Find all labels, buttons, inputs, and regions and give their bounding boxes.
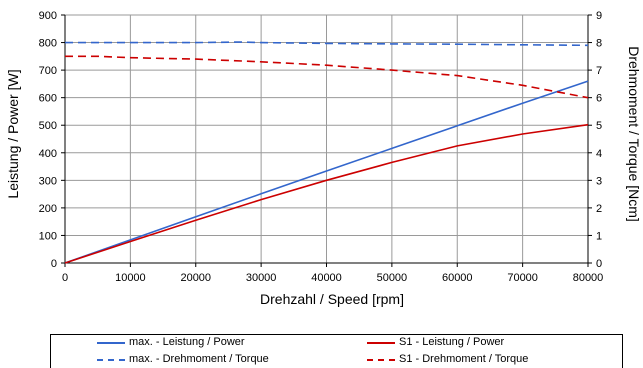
y-tick-label-4: 400 xyxy=(39,148,57,160)
y-axis-title: Leistung / Power [W] xyxy=(5,69,21,198)
y-tick-label-0: 0 xyxy=(51,258,57,270)
y2-tick-label-5: 5 xyxy=(596,120,602,132)
x-axis-title: Drehzahl / Speed [rpm] xyxy=(260,291,404,307)
x-tick-label-5: 50000 xyxy=(377,272,408,284)
x-tick-label-0: 0 xyxy=(62,272,68,284)
y2-tick-label-8: 8 xyxy=(596,38,602,50)
legend-label-max-torque: max. - Drehmoment / Torque xyxy=(129,353,269,365)
y-tick-label-6: 600 xyxy=(39,93,57,105)
y2-tick-label-9: 9 xyxy=(596,10,602,22)
legend-swatch-s1-power xyxy=(367,342,395,344)
x-tick-label-4: 40000 xyxy=(311,272,342,284)
series-line-0 xyxy=(64,80,589,264)
legend-swatch-max-torque xyxy=(97,359,125,361)
legend-label-max-power: max. - Leistung / Power xyxy=(129,336,245,348)
x-tick-label-8: 80000 xyxy=(573,272,604,284)
x-tick-label-3: 30000 xyxy=(246,272,277,284)
x-tick-label-7: 70000 xyxy=(507,272,538,284)
y-tick-label-9: 900 xyxy=(39,10,57,22)
x-tick-label-6: 60000 xyxy=(442,272,473,284)
y-tick-labels: 0 100 200 300 400 500 600 700 800 900 xyxy=(39,10,57,270)
y2-tick-label-0: 0 xyxy=(596,258,602,270)
series-line-2 xyxy=(64,123,589,264)
y-tick-label-3: 300 xyxy=(39,175,57,187)
series-layer xyxy=(64,41,589,264)
y-tick-label-7: 700 xyxy=(39,65,57,77)
y2-tick-label-3: 3 xyxy=(596,175,602,187)
y2-tick-label-7: 7 xyxy=(596,65,602,77)
legend: max. - Leistung / Power max. - Drehmomen… xyxy=(50,334,623,368)
x-tick-label-2: 20000 xyxy=(180,272,211,284)
y-tick-label-1: 100 xyxy=(39,230,57,242)
legend-label-s1-power: S1 - Leistung / Power xyxy=(399,336,505,348)
y2-tick-label-1: 1 xyxy=(596,230,602,242)
chart: 0 10000 20000 30000 40000 50000 60000 70000 8000… xyxy=(5,10,642,307)
y2-tick-labels: 0 1 2 3 4 5 6 7 8 9 xyxy=(596,10,602,270)
legend-swatch-max-power xyxy=(97,342,125,344)
series-line-3 xyxy=(65,55,589,99)
y-tick-label-5: 500 xyxy=(39,120,57,132)
x-tick-labels: 0 10000 20000 30000 40000 50000 60000 70000 8000… xyxy=(62,272,603,284)
legend-label-s1-torque: S1 - Drehmoment / Torque xyxy=(399,353,529,365)
y2-axis-title: Drehmoment / Torque [Ncm] xyxy=(626,46,642,222)
plot-frame xyxy=(61,14,592,267)
legend-swatch-s1-torque xyxy=(367,359,395,361)
y-tick-label-2: 200 xyxy=(39,203,57,215)
y2-tick-label-6: 6 xyxy=(596,93,602,105)
y2-tick-label-4: 4 xyxy=(596,148,602,160)
y-tick-label-8: 800 xyxy=(39,38,57,50)
grid xyxy=(64,14,589,264)
series-line-1 xyxy=(65,41,589,47)
y2-tick-label-2: 2 xyxy=(596,203,602,215)
x-tick-label-1: 10000 xyxy=(115,272,146,284)
